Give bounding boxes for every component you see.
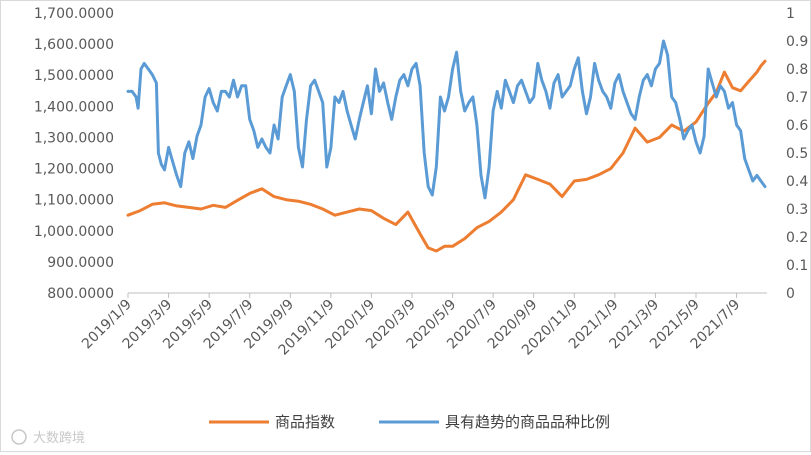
left-y-tick-label: 1,100.0000 [34,193,114,209]
right-y-tick-label: 0 [786,286,795,302]
legend-label-2: 具有趋势的商品品种比例 [445,413,610,431]
left-y-tick-label: 1,700.0000 [34,6,114,22]
left-y-tick-label: 1,400.0000 [34,99,114,115]
series-layer [126,39,767,253]
legend: 商品指数 具有趋势的商品品种比例 [209,413,610,431]
series-line-1 [126,59,767,253]
series-line-2 [126,39,767,200]
x-axis-ticks: 2019/1/92019/3/92019/5/92019/7/92019/9/9… [79,293,743,359]
right-y-tick-label: 1 [786,6,795,22]
watermark-text: 大数跨境 [33,431,85,446]
right-y-tick-label: 0.9 [786,34,808,50]
right-y-tick-label: 0.6 [786,118,808,134]
right-y-tick-label: 0.1 [786,258,808,274]
right-y-tick-label: 0.8 [786,62,808,78]
left-y-tick-label: 1,300.0000 [34,130,114,146]
left-y-tick-label: 800.0000 [47,286,114,302]
left-y-tick-label: 900.0000 [47,255,114,271]
right-y-axis-ticks: 0 0.1 0.2 0.3 0.4 0.5 0.6 0.7 0.8 0.9 1 [786,6,808,302]
right-y-tick-label: 0.4 [786,174,808,190]
legend-label-1: 商品指数 [275,413,335,431]
left-y-tick-label: 1,200.0000 [34,162,114,178]
watermark: 大数跨境 [11,429,85,446]
left-y-tick-label: 1,000.0000 [34,224,114,240]
left-y-axis-ticks: 800.0000 900.0000 1,000.0000 1,100.0000 1,20… [34,6,114,302]
right-y-tick-label: 0.5 [786,146,808,162]
right-y-tick-label: 0.3 [786,202,808,218]
watermark-logo-icon [11,429,27,445]
right-y-tick-label: 0.7 [786,90,808,106]
right-y-tick-label: 0.2 [786,230,808,246]
left-y-tick-label: 1,600.0000 [34,37,114,53]
left-y-tick-label: 1,500.0000 [34,68,114,84]
